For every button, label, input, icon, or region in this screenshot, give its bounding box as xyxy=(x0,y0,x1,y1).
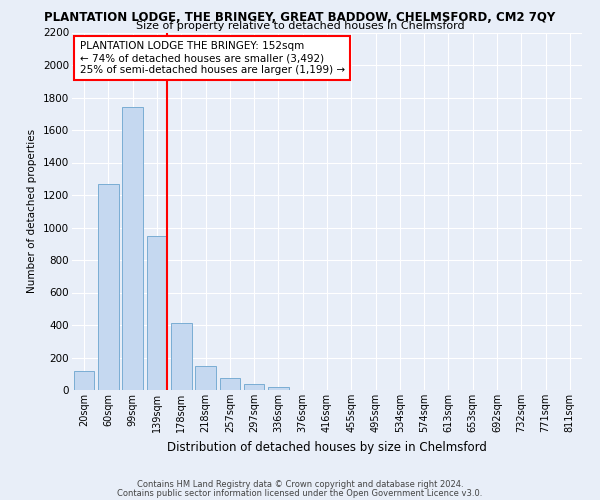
Text: PLANTATION LODGE, THE BRINGEY, GREAT BADDOW, CHELMSFORD, CM2 7QY: PLANTATION LODGE, THE BRINGEY, GREAT BAD… xyxy=(44,11,556,24)
Bar xyxy=(74,370,94,390)
X-axis label: Distribution of detached houses by size in Chelmsford: Distribution of detached houses by size … xyxy=(167,440,487,454)
Y-axis label: Number of detached properties: Number of detached properties xyxy=(28,129,37,294)
Bar xyxy=(171,324,191,390)
Bar xyxy=(122,108,143,390)
Text: Contains public sector information licensed under the Open Government Licence v3: Contains public sector information licen… xyxy=(118,488,482,498)
Bar xyxy=(98,184,119,390)
Text: Size of property relative to detached houses in Chelmsford: Size of property relative to detached ho… xyxy=(136,21,464,31)
Bar xyxy=(146,236,167,390)
Bar xyxy=(220,378,240,390)
Bar xyxy=(268,387,289,390)
Text: Contains HM Land Registry data © Crown copyright and database right 2024.: Contains HM Land Registry data © Crown c… xyxy=(137,480,463,489)
Bar xyxy=(244,384,265,390)
Bar xyxy=(195,366,216,390)
Text: PLANTATION LODGE THE BRINGEY: 152sqm
← 74% of detached houses are smaller (3,492: PLANTATION LODGE THE BRINGEY: 152sqm ← 7… xyxy=(80,42,345,74)
